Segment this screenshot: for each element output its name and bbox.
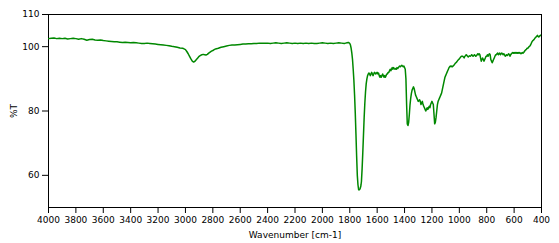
svg-text:2600: 2600 bbox=[229, 215, 252, 225]
svg-text:2000: 2000 bbox=[311, 215, 334, 225]
svg-text:3400: 3400 bbox=[119, 215, 142, 225]
svg-text:%T: %T bbox=[9, 103, 19, 118]
svg-text:3600: 3600 bbox=[92, 215, 115, 225]
svg-text:400: 400 bbox=[533, 215, 550, 225]
svg-text:3200: 3200 bbox=[147, 215, 170, 225]
svg-text:1600: 1600 bbox=[366, 215, 389, 225]
svg-text:3000: 3000 bbox=[174, 215, 197, 225]
svg-text:600: 600 bbox=[506, 215, 523, 225]
svg-text:80: 80 bbox=[28, 106, 40, 116]
svg-text:60: 60 bbox=[28, 170, 40, 180]
svg-text:4000: 4000 bbox=[37, 215, 60, 225]
svg-text:110: 110 bbox=[22, 9, 39, 19]
svg-text:1200: 1200 bbox=[420, 215, 443, 225]
svg-text:2200: 2200 bbox=[284, 215, 307, 225]
svg-text:1000: 1000 bbox=[448, 215, 471, 225]
svg-text:2400: 2400 bbox=[256, 215, 279, 225]
svg-text:1800: 1800 bbox=[338, 215, 361, 225]
svg-text:3800: 3800 bbox=[64, 215, 87, 225]
svg-text:100: 100 bbox=[22, 42, 39, 52]
svg-text:800: 800 bbox=[478, 215, 495, 225]
svg-text:2800: 2800 bbox=[201, 215, 224, 225]
svg-text:Wavenumber [cm-1]: Wavenumber [cm-1] bbox=[249, 230, 341, 240]
svg-text:1400: 1400 bbox=[393, 215, 416, 225]
